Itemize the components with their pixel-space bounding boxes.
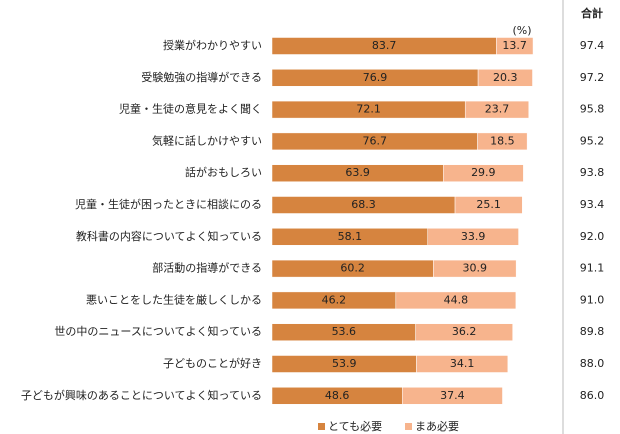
category-label: 児童・生徒の意見をよく聞く: [119, 102, 262, 116]
total-value: 95.8: [580, 103, 605, 116]
legend-swatch: [405, 423, 412, 430]
data-label: 68.3: [351, 198, 376, 211]
data-label: 29.9: [471, 166, 496, 179]
category-label: 部活動の指導ができる: [152, 261, 262, 275]
total-value: 88.0: [580, 357, 605, 370]
bar-segment: [416, 355, 509, 373]
category-label: 教科書の内容についてよく知っている: [76, 229, 262, 243]
category-label: 悪いことをした生徒を厳しくしかる: [86, 292, 262, 306]
category-label: 気軽に話しかけやすい: [152, 133, 262, 147]
data-label: 46.2: [322, 293, 347, 306]
bar-segment: [433, 259, 517, 278]
total-value: 93.4: [580, 198, 605, 211]
bar-segment: [443, 164, 524, 182]
category-label: 話がおもしろい: [185, 165, 262, 179]
total-value: 97.2: [580, 71, 605, 84]
data-label: 83.7: [372, 39, 397, 52]
category-label: 子どもが興味のあることについてよく知っている: [21, 388, 262, 402]
data-label: 25.1: [476, 198, 501, 211]
bar-segment: [427, 228, 519, 246]
total-value: 91.1: [580, 262, 605, 275]
category-label: 受験勉強の指導ができる: [141, 70, 262, 84]
data-label: 33.9: [461, 230, 486, 243]
data-label: 23.7: [485, 103, 510, 116]
data-label: 60.2: [340, 262, 365, 275]
data-label: 58.1: [338, 230, 363, 243]
total-value: 97.4: [580, 39, 605, 52]
data-label: 76.9: [363, 71, 388, 84]
total-value: 89.8: [580, 325, 605, 338]
data-label: 20.3: [493, 71, 518, 84]
bar-segment: [401, 387, 503, 405]
data-label: 53.6: [332, 325, 357, 338]
bar-segment: [454, 196, 523, 214]
totals-header: 合計: [581, 6, 603, 20]
category-label: 児童・生徒が困ったときに相談にのる: [75, 197, 262, 211]
data-label: 18.5: [490, 134, 515, 147]
bar-segment: [415, 323, 513, 341]
legend-swatch: [318, 423, 325, 430]
category-label: 子どものことが好き: [163, 356, 262, 370]
total-value: 91.0: [580, 293, 605, 306]
total-value: 86.0: [580, 389, 605, 402]
bar-segment: [464, 100, 529, 119]
data-label: 37.4: [440, 389, 465, 402]
data-label: 72.1: [356, 103, 381, 116]
data-label: 34.1: [450, 357, 475, 370]
total-value: 95.2: [580, 134, 605, 147]
category-label: 世の中のニュースについてよく知っている: [54, 324, 262, 338]
total-value: 93.8: [580, 166, 605, 179]
data-label: 44.8: [444, 293, 469, 306]
legend-label: まあ必要: [415, 420, 459, 433]
category-label: 授業がわかりやすい: [163, 38, 262, 52]
bar-segment: [395, 291, 517, 310]
legend-label: とても必要: [328, 420, 382, 433]
data-label: 76.7: [363, 134, 388, 147]
data-label: 30.9: [462, 262, 487, 275]
total-value: 92.0: [580, 230, 605, 243]
bar-segment: [477, 69, 533, 87]
data-label: 63.9: [345, 166, 370, 179]
unit-label: (%): [512, 24, 531, 37]
bar-segment: [477, 132, 528, 151]
data-label: 48.6: [325, 389, 350, 402]
data-label: 53.9: [332, 357, 357, 370]
data-label: 13.7: [502, 39, 527, 52]
data-label: 36.2: [452, 325, 477, 338]
bar-segment: [496, 37, 534, 55]
